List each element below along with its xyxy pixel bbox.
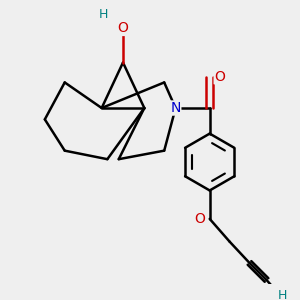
Text: H: H xyxy=(98,8,108,21)
Text: H: H xyxy=(278,289,287,300)
Text: O: O xyxy=(214,70,225,84)
Text: O: O xyxy=(194,212,205,226)
Text: N: N xyxy=(170,101,181,115)
Text: O: O xyxy=(118,21,128,35)
